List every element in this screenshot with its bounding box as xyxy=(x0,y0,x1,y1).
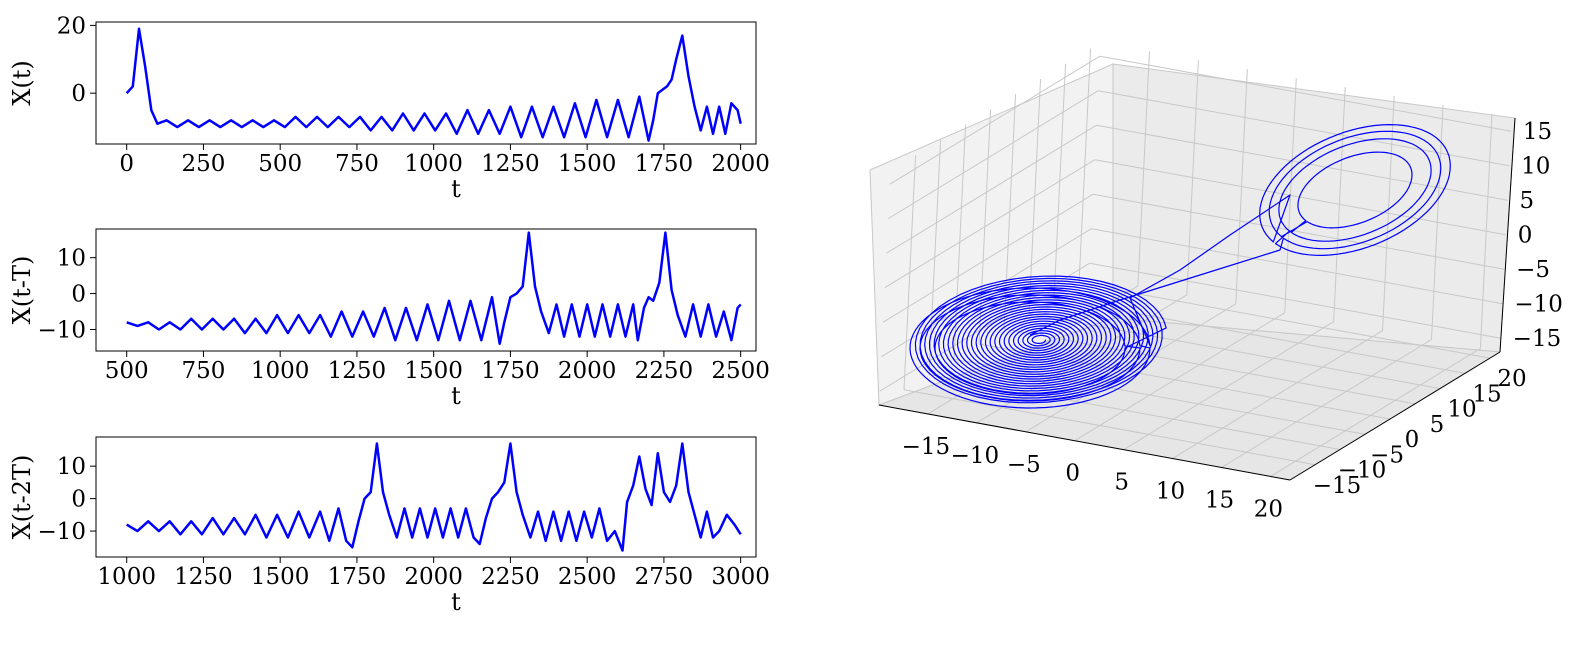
x-tick-label: 1750 xyxy=(635,151,694,177)
y-tick-label-3d: −5 xyxy=(1370,442,1404,468)
grid-line xyxy=(1096,124,1508,201)
y-tick-label: −10 xyxy=(37,317,86,343)
attractor-trajectory xyxy=(909,124,1451,409)
timeseries-panel-3: 1000 1250 1500 1750 2000 2250 2500 2750 3000 −10 0… xyxy=(8,436,770,616)
grid-line xyxy=(1078,282,1491,359)
x-tick-label: 3000 xyxy=(711,564,770,590)
x-tick-label: 500 xyxy=(258,151,302,177)
x-tick-label: 1000 xyxy=(97,564,156,590)
y-tick-label: 10 xyxy=(57,246,86,272)
x-tick-label: 2000 xyxy=(711,151,770,177)
x-tick-label: 1500 xyxy=(404,358,463,384)
grid-line xyxy=(978,109,992,345)
x-tick-label: 250 xyxy=(181,151,225,177)
x-tick-label: 2000 xyxy=(404,564,463,590)
x-tick-label: 0 xyxy=(119,151,134,177)
x-tick-label: 500 xyxy=(105,358,149,384)
grid-line xyxy=(928,374,1341,451)
x-tick-label-3d: −15 xyxy=(902,434,951,460)
y-tick-label-3d: 15 xyxy=(1472,381,1501,407)
timeseries-panel-1: 0 250 500 750 1000 1250 1500 1750 2000 0 20 t X(t) xyxy=(8,13,770,203)
grid-line xyxy=(1099,55,1511,132)
x-tick-label-3d: 5 xyxy=(1114,470,1129,496)
x-tick-label: 1750 xyxy=(481,358,540,384)
x-tick-label: 2500 xyxy=(711,358,770,384)
z-tick-label-3d: −15 xyxy=(1513,326,1562,352)
y-tick-label: 0 xyxy=(71,81,86,107)
attractor-3d-panel: −15 −10 −5 0 5 10 15 20−15−10−505101520−15−10−5… xyxy=(869,48,1563,522)
z-tick-label-3d: 15 xyxy=(1523,119,1552,145)
x-tick-label: 1500 xyxy=(558,151,617,177)
grid-line xyxy=(1089,262,1501,339)
y-tick-label-3d: 5 xyxy=(1430,412,1445,438)
x-tick-label: 1250 xyxy=(481,151,540,177)
plot-frame xyxy=(95,436,757,558)
grid-line xyxy=(1091,228,1503,305)
x-tick-label: 2500 xyxy=(558,564,617,590)
y-tick-label-3d: 0 xyxy=(1405,427,1420,453)
z-tick-label-3d: −10 xyxy=(1514,292,1563,318)
x-tick-label: 1750 xyxy=(328,564,387,590)
y-axis-label: X(t) xyxy=(8,60,36,105)
grid-lines-3d xyxy=(879,48,1511,477)
back-right-pane xyxy=(1112,63,1516,353)
x-tick-label: 1250 xyxy=(328,358,387,384)
x-tick-label-3d: −10 xyxy=(951,443,1000,469)
x-tick-label-3d: 20 xyxy=(1254,496,1283,522)
x-tick-label: 2000 xyxy=(558,358,617,384)
grid-line xyxy=(1003,328,1416,405)
x-tick-label: 750 xyxy=(335,151,379,177)
grid-line xyxy=(1078,48,1092,284)
z-tick-label-3d: −5 xyxy=(1516,257,1550,283)
grid-line xyxy=(903,389,1316,466)
series-line xyxy=(126,231,742,346)
grid-line xyxy=(1028,78,1042,314)
x-axis-label: t xyxy=(451,175,461,203)
y-tick-label: 20 xyxy=(57,13,86,39)
y-axis-label: X(t-2T) xyxy=(8,455,36,540)
grid-line xyxy=(1053,297,1466,374)
y-axis-3d xyxy=(1289,351,1501,481)
z-tick-label-3d: 10 xyxy=(1521,154,1550,180)
x-axis-label: t xyxy=(451,588,461,616)
grid-line xyxy=(903,155,917,390)
x-tick-label: 2750 xyxy=(635,564,694,590)
x-tick-label: 750 xyxy=(181,358,225,384)
x-tick-label-3d: 15 xyxy=(1205,488,1234,514)
grid-line xyxy=(1094,159,1506,236)
x-tick-label: 1250 xyxy=(174,564,233,590)
series-line xyxy=(125,27,742,142)
x-tick-label: 2250 xyxy=(635,358,694,384)
x-tick-label-3d: −5 xyxy=(1007,452,1041,478)
y-tick-label: 10 xyxy=(57,454,86,480)
y-axis-label: X(t-T) xyxy=(8,256,36,325)
grid-line xyxy=(1053,63,1067,299)
y-tick-label: 0 xyxy=(71,282,86,308)
x-tick-label: 1000 xyxy=(251,358,310,384)
y-tick-label: −10 xyxy=(37,519,86,545)
series-line xyxy=(126,442,742,552)
y-tick-label-3d: 10 xyxy=(1447,397,1476,423)
y-tick-label: 0 xyxy=(71,487,86,513)
x-tick-label: 2250 xyxy=(481,564,540,590)
z-tick-label-3d: 0 xyxy=(1518,223,1533,249)
z-tick-label-3d: 5 xyxy=(1519,188,1534,214)
x-tick-label-3d: 0 xyxy=(1065,461,1080,487)
z-axis-3d xyxy=(1499,117,1516,353)
grid-line xyxy=(1092,193,1505,270)
grid-line xyxy=(1098,90,1510,167)
plot-frame xyxy=(95,21,757,145)
x-tick-label: 1000 xyxy=(404,151,463,177)
plot-frame xyxy=(95,228,757,352)
x-tick-label: 1500 xyxy=(251,564,310,590)
y-tick-label-3d: −15 xyxy=(1313,473,1362,499)
tick-labels-3d: −15 −10 −5 0 5 10 15 20−15−10−505101520−15−10−5… xyxy=(902,119,1563,522)
x-axis-label: t xyxy=(451,382,461,410)
x-tick-label-3d: 10 xyxy=(1156,479,1185,505)
timeseries-panel-2: 500 750 1000 1250 1500 1750 2000 2250 2500 −10 0 10… xyxy=(8,228,770,410)
y-tick-label-3d: −10 xyxy=(1338,458,1387,484)
x-axis-3d xyxy=(878,404,1291,481)
y-tick-label-3d: 20 xyxy=(1497,366,1526,392)
